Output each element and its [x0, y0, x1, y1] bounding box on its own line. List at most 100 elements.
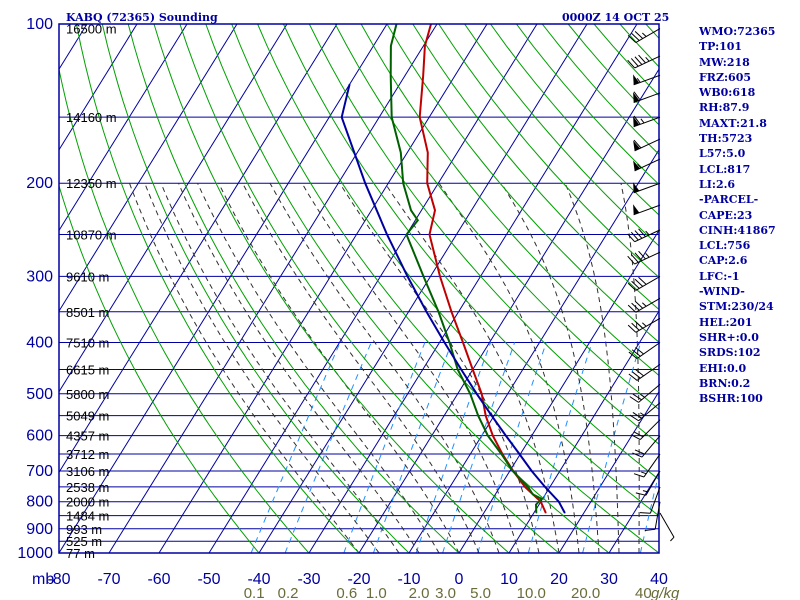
- temperature-point: [419, 116, 421, 118]
- mixing-ratio-unit: g/kg: [651, 585, 680, 600]
- temperature-point: [427, 152, 429, 154]
- isotherm--60: [158, 24, 488, 553]
- wind-barb: [629, 402, 661, 422]
- isotherm--20: [358, 68, 659, 553]
- mixing-ratio-line: [527, 342, 593, 553]
- index-item: CINH:41867: [699, 223, 776, 237]
- dewpoint-point: [457, 368, 459, 371]
- height-label: 1484 m: [66, 509, 109, 524]
- wind-barb: [629, 383, 661, 403]
- moist-adiabat: [160, 183, 400, 553]
- wind-barb: [627, 297, 661, 313]
- mixing-ratio-label: 20.0: [571, 585, 600, 600]
- mixing-ratio-line: [250, 342, 341, 553]
- dry-adiabat: [59, 67, 310, 553]
- temperature-tick: -20: [347, 571, 370, 588]
- wind-barb: [627, 28, 661, 43]
- dewpoint-point: [512, 470, 514, 472]
- temperature-trace: [418, 24, 547, 514]
- index-item: -WIND-: [699, 285, 745, 299]
- index-item: HEL:201: [699, 315, 753, 329]
- isotherm-20: [558, 390, 659, 553]
- mixing-ratio-label: 5.0: [470, 585, 491, 600]
- isotherm-grid: [59, 24, 659, 553]
- dewpoint-point: [417, 219, 419, 221]
- pressure-tick: 100: [26, 16, 53, 33]
- index-item: EHI:0.0: [699, 361, 747, 375]
- height-label: 993 m: [66, 522, 102, 537]
- height-label: 3106 m: [66, 464, 109, 479]
- temperature-tick: 20: [550, 571, 568, 588]
- temperature-tick: 40: [650, 571, 668, 588]
- dewpoint-point: [390, 74, 392, 76]
- temperature-point: [428, 233, 431, 236]
- temperature-point: [439, 275, 441, 277]
- isotherm--70: [108, 24, 438, 553]
- temperature-tick: 10: [500, 571, 518, 588]
- temperature-tick: -10: [397, 571, 420, 588]
- wind-barb: [633, 453, 661, 478]
- dewpoint-point: [402, 182, 404, 184]
- dewpoint-point: [500, 453, 502, 455]
- dry-adiabat: [412, 24, 659, 311]
- wind-barb: [633, 74, 661, 86]
- wind-barb: [628, 363, 661, 381]
- isotherm--10: [408, 148, 659, 553]
- wind-barb: [633, 158, 661, 172]
- dry-adiabat: [127, 24, 460, 553]
- index-item: -PARCEL-: [699, 193, 759, 207]
- index-item: MW:218: [699, 55, 750, 69]
- moist-adiabat: [301, 182, 520, 553]
- dewpoint-point: [390, 45, 392, 47]
- wind-barb: [659, 512, 675, 542]
- index-item: LCL:817: [699, 162, 751, 176]
- dry-adiabat: [438, 24, 659, 279]
- height-label: 4357 m: [66, 429, 109, 444]
- isotherm--110: [59, 24, 238, 313]
- index-item: RH:87.9: [699, 101, 750, 115]
- mixing-ratio-line: [442, 342, 516, 553]
- moist-adiabats: [129, 182, 640, 553]
- parcel-point: [518, 453, 521, 455]
- dry-adiabat: [153, 24, 510, 553]
- parcel-point: [443, 341, 446, 344]
- parcel-point: [386, 233, 388, 236]
- temperature-point: [424, 45, 426, 47]
- dewpoint-point: [410, 209, 412, 211]
- parcel-point: [505, 435, 507, 437]
- dry-adiabat: [334, 24, 659, 411]
- moist-adiabat: [339, 182, 540, 553]
- moist-adiabat: [197, 182, 440, 553]
- dewpoint-point: [532, 493, 534, 495]
- parcel-point: [425, 311, 428, 313]
- wind-barbs: [627, 28, 675, 542]
- dewpoint-point: [391, 116, 393, 118]
- height-label: 16500 m: [66, 22, 117, 37]
- dewpoint-point: [477, 415, 479, 417]
- isotherm--40: [258, 24, 588, 553]
- temperature-point: [472, 368, 474, 371]
- isobar-grid: [59, 23, 659, 554]
- temperature-tick: 30: [600, 571, 618, 588]
- height-label: 10870 m: [66, 228, 117, 243]
- index-item: BSHR:100: [699, 392, 763, 406]
- parcel-trace: [340, 84, 566, 514]
- mixing-ratio-label: 2.0: [409, 585, 430, 600]
- temperature-tick: -70: [97, 571, 120, 588]
- temperature-point: [462, 341, 464, 344]
- mixing-ratio-label: 0.6: [336, 585, 357, 600]
- mixing-ratio-line: [639, 471, 659, 553]
- pressure-tick: 900: [26, 521, 53, 538]
- pressure-tick: 1000: [17, 545, 53, 562]
- index-item: L57:5.0: [699, 147, 746, 161]
- sounding-indices: WMO:72365 TP:101 MW:218 FRZ:605 WB0:618 RH:87…: [699, 24, 776, 406]
- index-item: SRDS:102: [699, 346, 761, 360]
- temperature-tick: -60: [147, 571, 170, 588]
- moist-adiabat: [144, 183, 380, 553]
- temperature-point: [485, 415, 487, 417]
- dry-adiabat: [282, 24, 659, 481]
- dewpoint-point: [535, 512, 537, 514]
- index-item: FRZ:605: [699, 70, 752, 84]
- isotherm--130: [59, 24, 138, 151]
